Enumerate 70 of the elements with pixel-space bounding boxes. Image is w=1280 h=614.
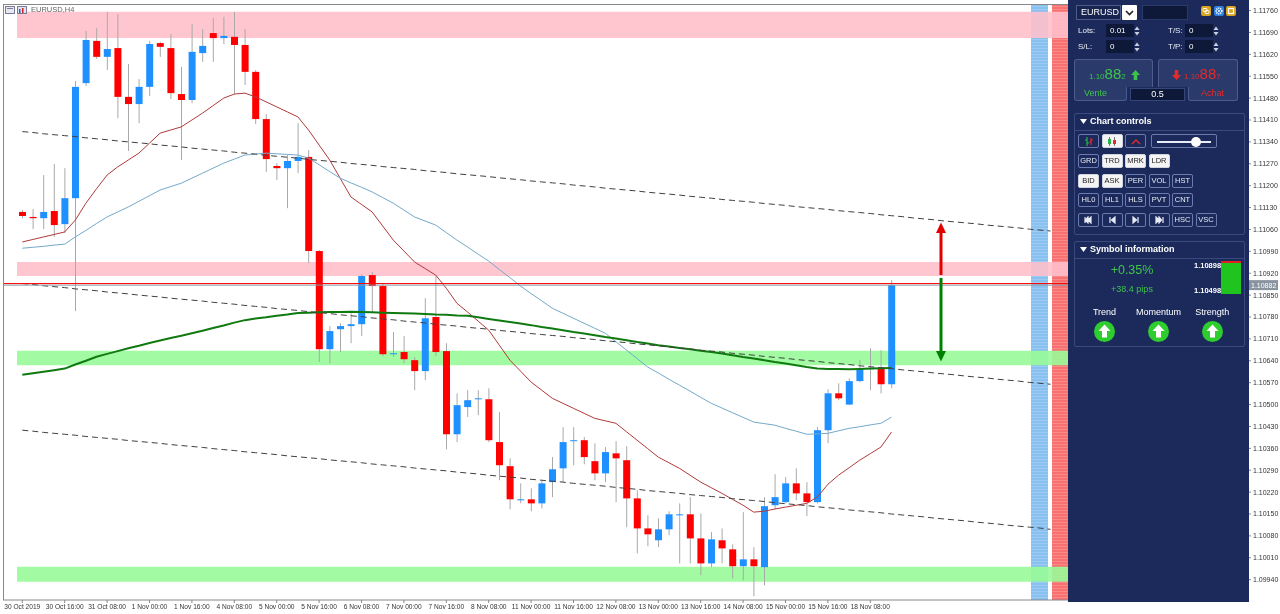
candlestick: [718, 527, 726, 564]
text: +38.4 pips: [1110, 284, 1154, 295]
candlestick: [570, 426, 578, 466]
candlestick: [209, 17, 217, 63]
input-field: 0: [1106, 40, 1134, 53]
candlestick: [135, 78, 143, 124]
input-field: 0: [1185, 24, 1213, 37]
candlestick: [580, 436, 588, 465]
candlestick: [93, 27, 101, 60]
text: +0.35%: [1109, 263, 1155, 278]
candlestick: [50, 163, 58, 238]
candlestick: [220, 16, 228, 45]
candlestick: [231, 11, 238, 95]
input-field: 0.5: [1130, 88, 1185, 101]
candlestick: [464, 389, 472, 418]
candlestick: [803, 481, 811, 517]
candlestick: [729, 543, 737, 579]
candlestick: [496, 411, 503, 481]
candlestick: [199, 28, 207, 63]
text: Trend: [1091, 307, 1118, 318]
candlestick: [517, 482, 525, 504]
candlestick: [655, 517, 662, 548]
text: Lots:: [1078, 26, 1096, 36]
price-box: 1.10882: [1074, 59, 1153, 87]
candlestick: [178, 66, 185, 161]
candlestick: [474, 389, 482, 416]
candlestick: [337, 322, 344, 353]
candlestick: [400, 335, 408, 364]
line-series: [21, 152, 892, 435]
candlestick: [591, 442, 599, 481]
candlestick: [665, 510, 673, 536]
select-field: EURUSD: [1076, 5, 1121, 20]
price-box: 1.10887: [1158, 59, 1238, 87]
candlestick: [771, 473, 779, 510]
candlestick: [347, 312, 355, 344]
candlestick: [103, 11, 111, 71]
input-field: 0: [1185, 40, 1213, 53]
text: T/S:: [1168, 26, 1183, 36]
candlestick: [602, 446, 609, 483]
candlestick: [326, 325, 334, 364]
candlestick: [411, 356, 419, 391]
candlestick: [612, 440, 620, 503]
candlestick: [750, 546, 758, 597]
candlestick: [739, 511, 747, 581]
candlestick: [273, 162, 281, 181]
candlestick: [284, 154, 291, 209]
candlestick: [877, 349, 885, 394]
line-series: [21, 92, 892, 513]
candlestick: [676, 502, 684, 564]
text: T/P:: [1168, 42, 1183, 52]
candlestick: [390, 331, 397, 358]
candlestick: [782, 476, 790, 504]
text: Symbol information: [1090, 244, 1175, 255]
candlestick: [792, 467, 800, 501]
candlestick: [538, 479, 546, 509]
text: Strength: [1194, 307, 1231, 318]
line-series: [21, 429, 1051, 530]
candlestick: [125, 63, 132, 152]
candlestick: [845, 377, 853, 406]
candlestick: [40, 174, 48, 230]
buy-button: Achat: [1188, 87, 1238, 101]
text: Momentum: [1135, 307, 1183, 318]
sell-button: Vente: [1074, 87, 1127, 101]
input-field: 0.01: [1106, 24, 1134, 37]
text: S/L:: [1078, 42, 1093, 52]
candlestick: [527, 487, 535, 512]
text: Chart controls: [1090, 116, 1152, 127]
line-series: [21, 131, 1051, 232]
candlestick: [549, 456, 556, 498]
candlestick: [644, 514, 652, 547]
